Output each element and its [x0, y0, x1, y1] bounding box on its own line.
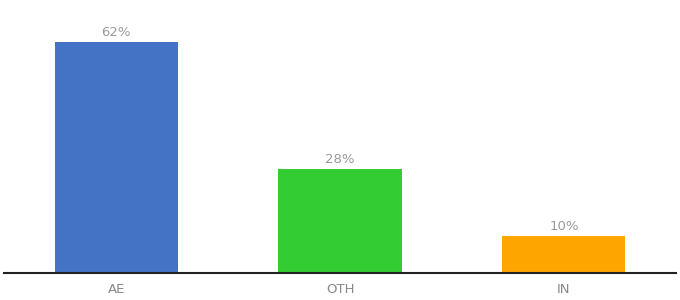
Text: 28%: 28% [325, 152, 355, 166]
Bar [278, 169, 402, 273]
Bar [503, 236, 626, 273]
Bar [54, 41, 177, 273]
Text: 62%: 62% [101, 26, 131, 38]
Text: 10%: 10% [549, 220, 579, 233]
